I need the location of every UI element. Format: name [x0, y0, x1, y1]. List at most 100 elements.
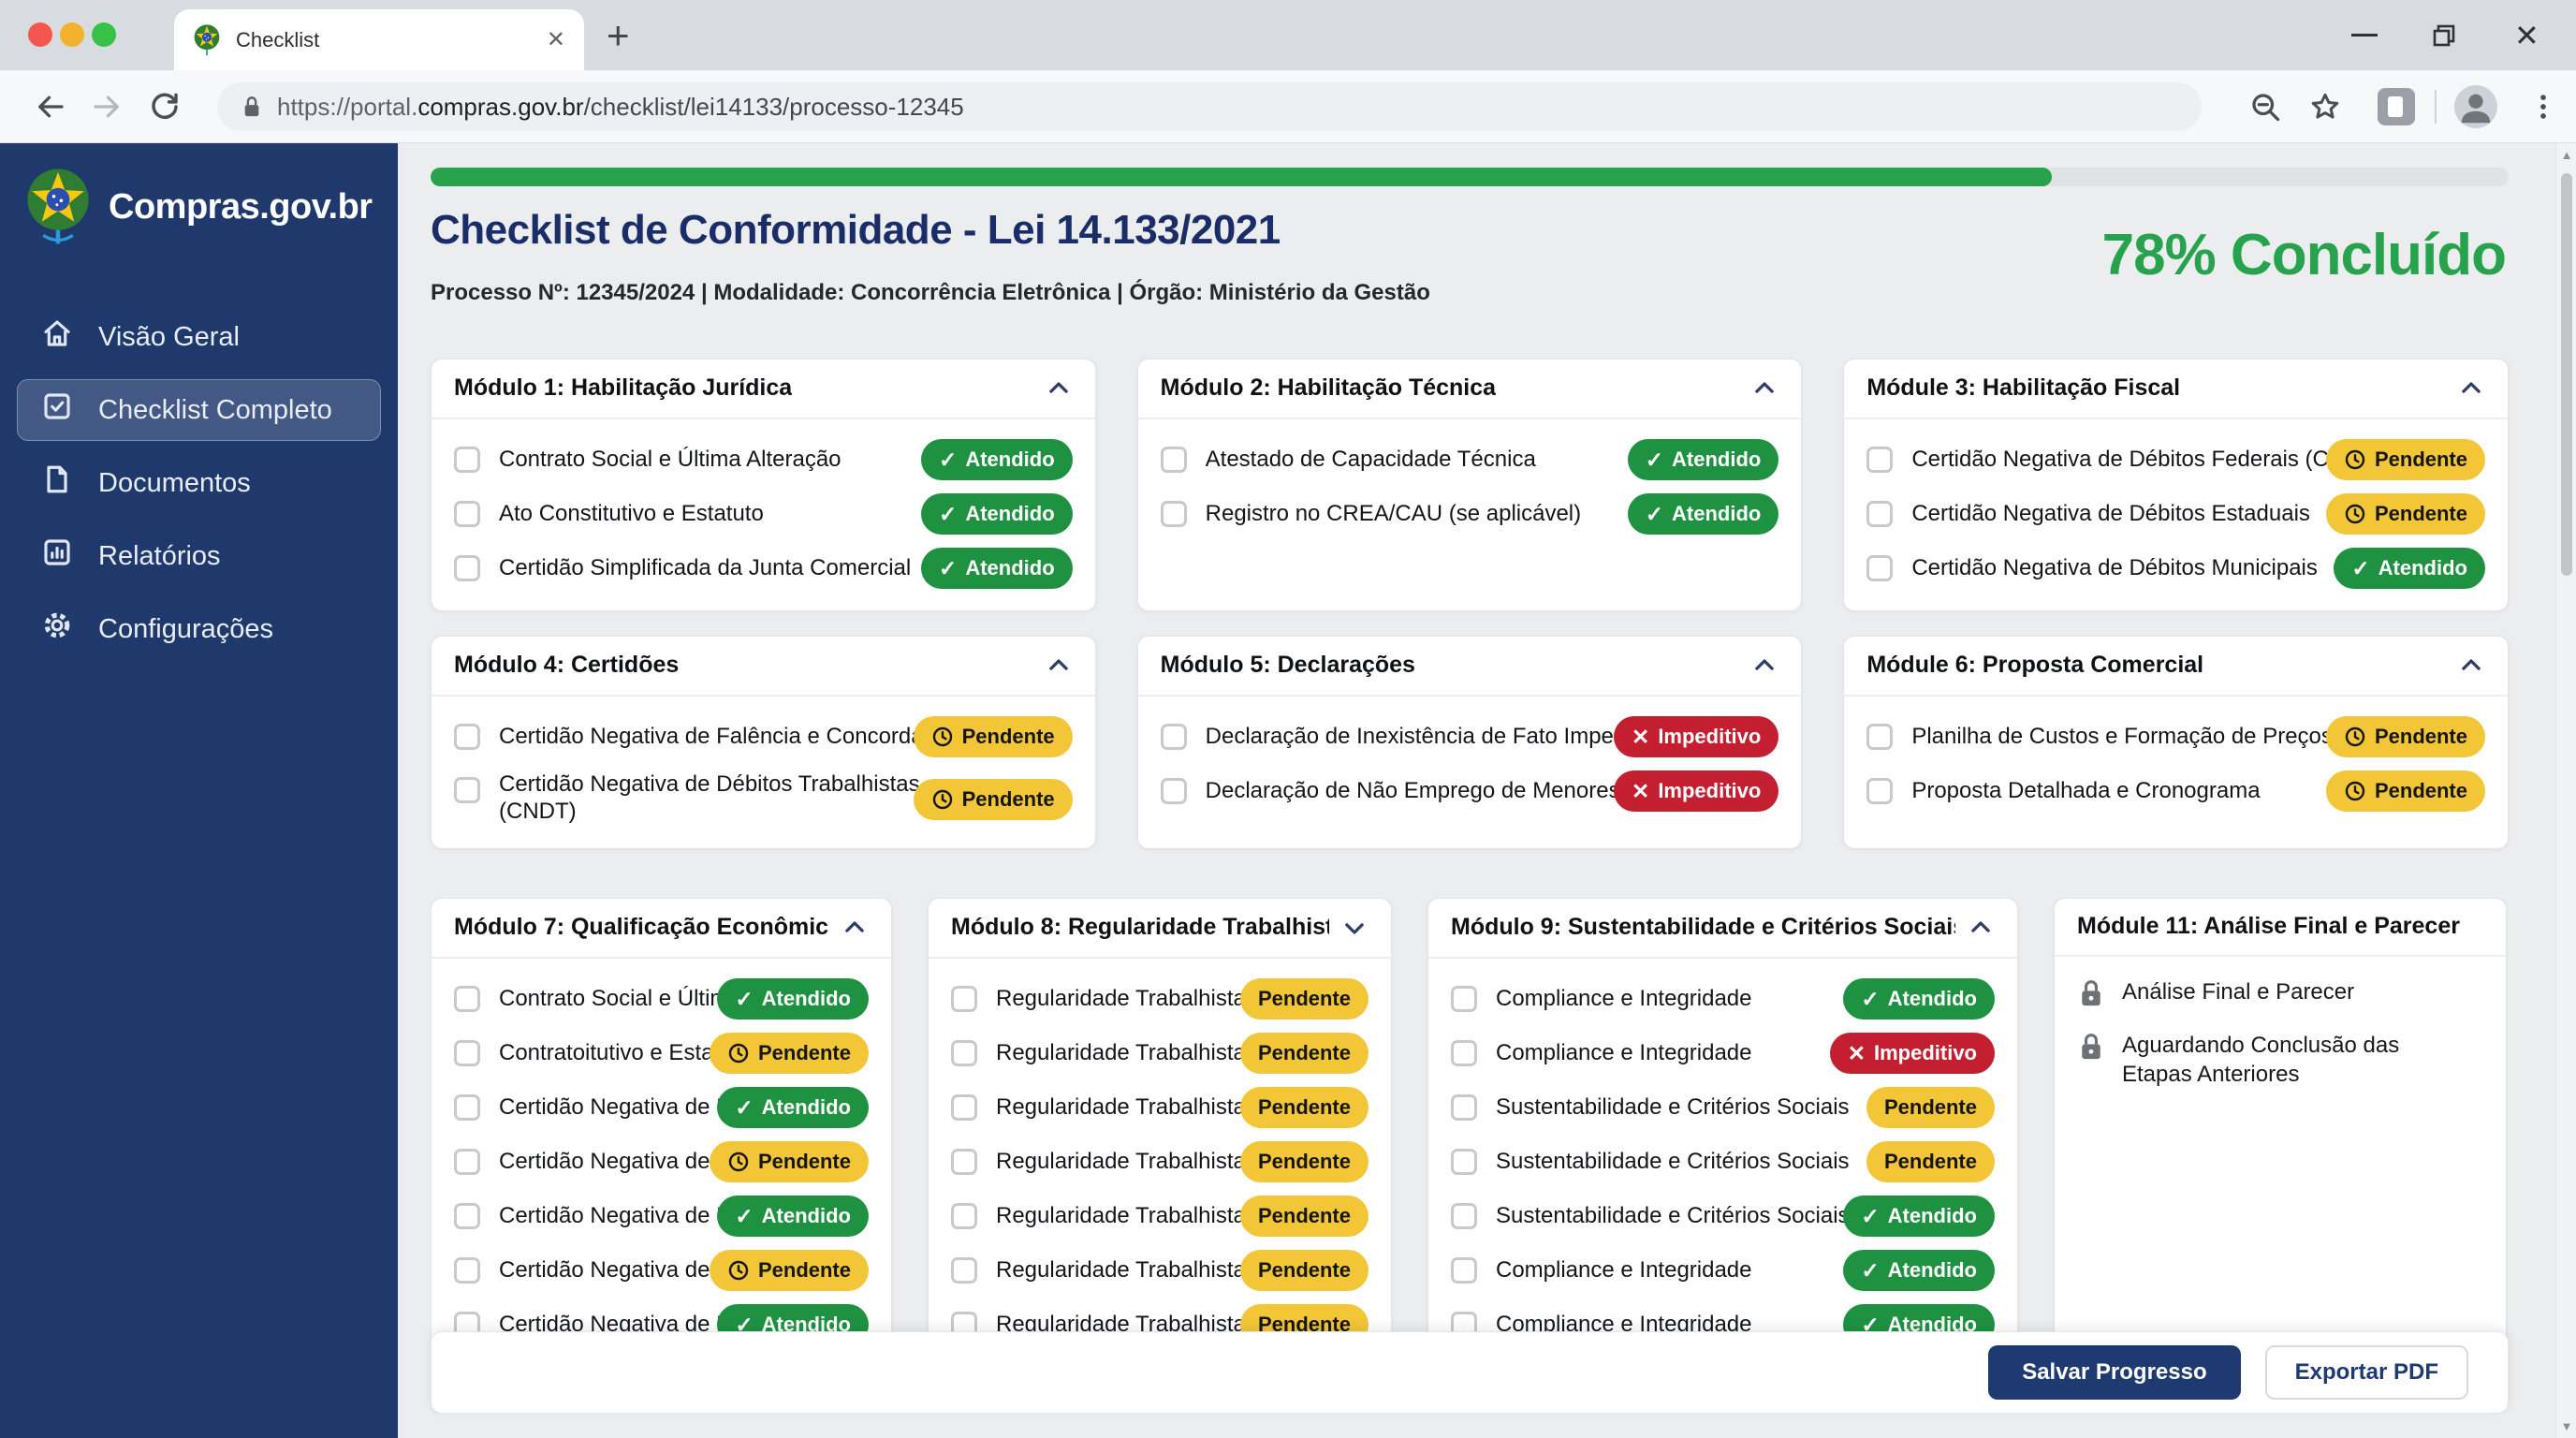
checkbox[interactable] [454, 1257, 480, 1284]
chevron-down-icon[interactable] [1340, 914, 1368, 942]
status-badge: ✓ Atendido [1843, 978, 1995, 1020]
checkbox[interactable] [454, 986, 480, 1012]
avatar-icon[interactable] [2454, 84, 2497, 128]
sidebar-item-visao-geral[interactable]: Visão Geral [17, 306, 381, 368]
chevron-up-icon[interactable] [1750, 374, 1778, 403]
url-domain: compras.gov.br [417, 92, 584, 121]
status-icon: ✓ [939, 501, 958, 526]
sidebar: Compras.gov.br Visão Geral Checklist Com… [0, 143, 398, 1438]
checkbox[interactable] [1160, 501, 1187, 527]
checkbox[interactable] [454, 1040, 480, 1066]
module-header[interactable]: Módulo 1: Habilitação Jurídica [432, 360, 1095, 419]
module-header[interactable]: Módulo 7: Qualificação Econômico-... [432, 899, 891, 959]
checkbox[interactable] [454, 1203, 480, 1229]
checkbox[interactable] [454, 501, 480, 527]
status-badge: Pendente [2325, 493, 2485, 535]
tab-title: Checklist [236, 27, 320, 51]
checkbox[interactable] [1866, 447, 1894, 473]
page-scrollbar[interactable]: ▲ ▼ [2555, 143, 2576, 1438]
close-icon[interactable]: ✕ [2514, 18, 2539, 52]
checkbox[interactable] [1866, 724, 1894, 750]
checkbox[interactable] [1451, 1040, 1477, 1066]
module-title: Módule 3: Habilitação Fiscal [1866, 375, 2181, 402]
mac-zoom-dot[interactable] [92, 22, 116, 47]
minimize-icon[interactable] [2351, 0, 2378, 70]
status-icon: ✓ [735, 1312, 754, 1337]
chevron-up-icon[interactable] [1045, 374, 1073, 403]
checkbox[interactable] [1160, 778, 1187, 804]
scrollbar-up-icon[interactable]: ▲ [2560, 148, 2573, 162]
checkbox[interactable] [951, 1203, 977, 1229]
scrollbar-down-icon[interactable]: ▼ [2560, 1419, 2573, 1433]
status-icon [2344, 448, 2366, 471]
checkbox[interactable] [951, 1040, 977, 1066]
checkbox[interactable] [1451, 1257, 1477, 1284]
status-icon: ✕ [1847, 1040, 1866, 1065]
progress-percent-label: 78% Concluído [2101, 223, 2507, 287]
module-header[interactable]: Módule 6: Proposta Comercial [1844, 637, 2508, 697]
sidebar-item-label: Checklist Completo [98, 394, 332, 425]
checkbox[interactable] [951, 1149, 977, 1175]
sidebar-item-checklist-completo[interactable]: Checklist Completo [17, 379, 381, 441]
checkbox[interactable] [454, 1149, 480, 1175]
new-tab-icon[interactable]: + [607, 13, 630, 57]
browser-tab[interactable]: Checklist ✕ [174, 9, 584, 70]
restore-icon[interactable] [2432, 0, 2456, 70]
checkbox[interactable] [1451, 1094, 1477, 1121]
sidebar-item-relatorios[interactable]: Relatórios [17, 525, 381, 587]
reload-icon[interactable] [148, 90, 182, 124]
checkbox[interactable] [1866, 778, 1894, 804]
module-header[interactable]: Módulo 5: Declarações [1137, 637, 1802, 697]
checkbox[interactable] [1451, 986, 1477, 1012]
checkbox[interactable] [1866, 501, 1894, 527]
scrollbar-thumb[interactable] [2561, 173, 2572, 576]
checkbox[interactable] [1451, 1149, 1477, 1175]
module-header[interactable]: Módulo 8: Regularidade Trabalhista ... [929, 899, 1391, 959]
checkbox[interactable] [1160, 447, 1187, 473]
module-header[interactable]: Módulo 4: Certidões [432, 637, 1095, 697]
checklist-item: Regularidade Trabalhista ... Pendente [951, 978, 1368, 1020]
back-icon[interactable] [34, 90, 67, 124]
module-header[interactable]: Módule 11: Análise Final e Parecer [2055, 899, 2506, 957]
checkbox[interactable] [454, 724, 480, 750]
module-header[interactable]: Módulo 9: Sustentabilidade e Critérios S… [1428, 899, 2017, 959]
sidebar-item-documentos[interactable]: Documentos [17, 452, 381, 514]
checkbox[interactable] [1451, 1203, 1477, 1229]
mac-close-dot[interactable] [28, 22, 52, 47]
sidebar-nav: Visão Geral Checklist Completo Documento… [0, 306, 398, 660]
chevron-up-icon[interactable] [2457, 652, 2485, 680]
chevron-up-icon[interactable] [1750, 652, 1778, 680]
status-badge: Pendente [1239, 1250, 1368, 1291]
checkbox[interactable] [951, 986, 977, 1012]
status-icon: ✓ [735, 1094, 754, 1120]
checkbox[interactable] [1866, 555, 1894, 581]
forward-icon[interactable] [90, 90, 124, 124]
mac-minimize-dot[interactable] [60, 22, 84, 47]
checklist-item: Proposta Detalhada e Cronograma Pendente [1866, 770, 2485, 812]
module-header[interactable]: Módule 3: Habilitação Fiscal [1844, 360, 2508, 419]
lock-icon [2082, 979, 2100, 1005]
save-progress-button[interactable]: Salvar Progresso [1988, 1345, 2241, 1400]
checkbox[interactable] [454, 447, 480, 473]
chevron-up-icon[interactable] [1967, 914, 1995, 942]
chevron-up-icon[interactable] [841, 914, 869, 942]
star-icon[interactable] [2308, 90, 2342, 124]
menu-icon[interactable] [2527, 91, 2559, 123]
module-header[interactable]: Módulo 2: Habilitação Técnica [1137, 360, 1802, 419]
checkbox[interactable] [454, 777, 480, 803]
tab-close-icon[interactable]: ✕ [546, 27, 565, 52]
checkbox[interactable] [1160, 724, 1187, 750]
checkbox[interactable] [454, 1094, 480, 1121]
status-label: Pendente [757, 1041, 851, 1064]
zoom-out-icon[interactable] [2248, 90, 2282, 124]
checkbox[interactable] [454, 555, 480, 581]
chevron-up-icon[interactable] [2457, 374, 2485, 403]
chevron-up-icon[interactable] [1045, 652, 1073, 680]
module-items: Certidão Negativa de Débitos Federais (C… [1844, 419, 2508, 610]
export-pdf-button[interactable]: Exportar PDF [2264, 1345, 2468, 1400]
url-bar[interactable]: https://portal.compras.gov.br/checklist/… [217, 82, 2202, 131]
checkbox[interactable] [951, 1094, 977, 1121]
sidebar-item-configuracoes[interactable]: Configurações [17, 598, 381, 660]
checkbox[interactable] [951, 1257, 977, 1284]
extension-icon[interactable] [2378, 87, 2415, 125]
